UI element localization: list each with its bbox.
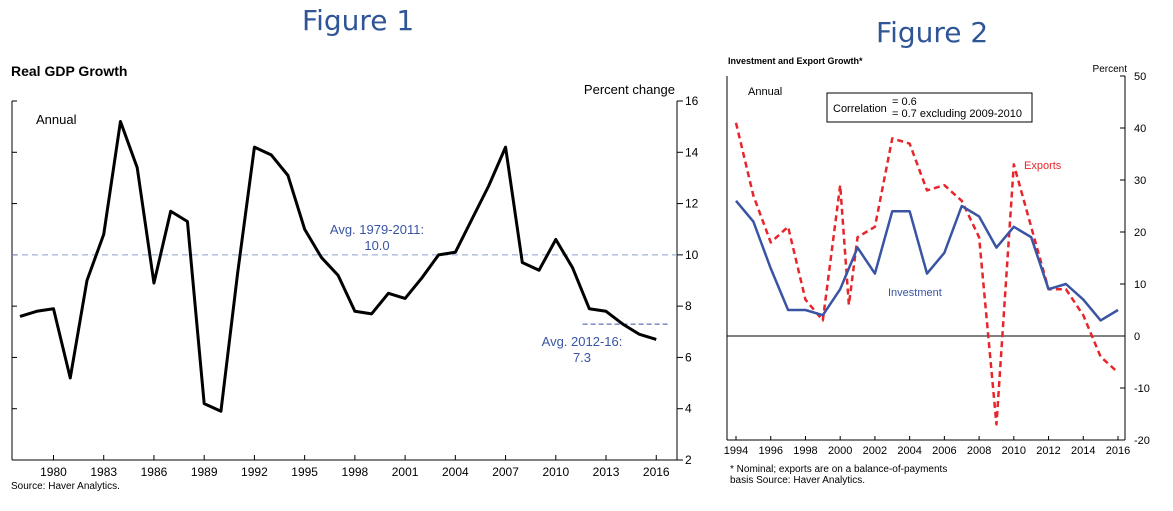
gdp-y-axis-label: Percent change	[584, 82, 675, 97]
gdp-chart-source: Source: Haver Analytics.	[11, 481, 120, 492]
investment-y-tick-label: -20	[1134, 435, 1150, 447]
gdp-average-2012-16-label: Avg. 2012-16:	[542, 334, 623, 349]
investment-x-tick-label: 2006	[932, 445, 956, 457]
gdp-x-tick-label: 2001	[392, 465, 419, 479]
investment-y-axis-label: Percent	[1093, 64, 1128, 75]
investment-frequency-label: Annual	[748, 86, 782, 98]
correlation-excluding-value: = 0.7 excluding 2009-2010	[892, 108, 1022, 120]
gdp-x-tick-label: 2016	[643, 465, 670, 479]
gdp-x-tick-label: 1992	[241, 465, 268, 479]
investment-x-tick-label: 2008	[967, 445, 991, 457]
gdp-average-1979-2011-value: 10.0	[364, 238, 389, 253]
figure-1-label: Figure 1	[302, 4, 415, 37]
investment-x-tick-label: 2016	[1106, 445, 1130, 457]
investment-y-tick-label: 0	[1134, 331, 1140, 343]
investment-y-tick-label: 20	[1134, 227, 1146, 239]
investment-x-tick-label: 2014	[1071, 445, 1095, 457]
gdp-y-tick-label: 10	[685, 248, 699, 262]
investment-y-tick-label: -10	[1134, 383, 1150, 395]
investment-x-tick-label: 2000	[828, 445, 852, 457]
investment-x-tick-label: 2004	[897, 445, 921, 457]
investment-x-tick-label: 2002	[863, 445, 887, 457]
correlation-label: Correlation	[833, 103, 887, 115]
investment-x-tick-label: 2010	[1002, 445, 1026, 457]
figure-2-label: Figure 2	[876, 16, 989, 49]
investment-series-line	[735, 199, 1119, 322]
investment-export-chart-title: Investment and Export Growth*	[728, 56, 863, 66]
investment-export-chart-note: * Nominal; exports are on a balance-of-p…	[730, 464, 948, 486]
gdp-x-tick-label: 1983	[90, 465, 117, 479]
gdp-x-tick-label: 2010	[542, 465, 569, 479]
investment-y-tick-label: 30	[1134, 175, 1146, 187]
investment-y-tick-label: 40	[1134, 123, 1146, 135]
gdp-y-tick-label: 6	[685, 350, 692, 364]
investment-y-tick-label: 50	[1134, 71, 1146, 83]
gdp-x-tick-label: 1980	[40, 465, 67, 479]
gdp-y-tick-label: 4	[685, 402, 692, 416]
gdp-x-tick-label: 1998	[342, 465, 369, 479]
gdp-average-1979-2011-label: Avg. 1979-2011:	[330, 222, 424, 237]
gdp-x-tick-label: 2004	[442, 465, 469, 479]
investment-series-label: Investment	[888, 287, 942, 299]
gdp-y-tick-label: 12	[685, 197, 699, 211]
gdp-x-tick-label: 2007	[492, 465, 519, 479]
gdp-x-tick-label: 1995	[291, 465, 318, 479]
correlation-box	[826, 92, 1033, 123]
investment-y-tick-label: 10	[1134, 279, 1146, 291]
gdp-y-tick-label: 8	[685, 299, 692, 313]
investment-x-tick-label: 1998	[793, 445, 817, 457]
investment-x-tick-label: 1994	[724, 445, 748, 457]
gdp-x-tick-label: 2013	[593, 465, 620, 479]
exports-series-label: Exports	[1024, 160, 1062, 172]
gdp-x-tick-label: 1986	[141, 465, 168, 479]
gdp-frequency-label: Annual	[36, 112, 77, 127]
gdp-y-tick-label: 16	[685, 94, 699, 108]
investment-x-tick-label: 1996	[758, 445, 782, 457]
gdp-x-tick-label: 1989	[191, 465, 218, 479]
gdp-chart-title: Real GDP Growth	[11, 63, 128, 79]
gdp-growth-line	[19, 120, 657, 413]
gdp-average-2012-16-value: 7.3	[573, 350, 591, 365]
gdp-y-tick-label: 14	[685, 145, 699, 159]
correlation-value: = 0.6	[892, 96, 917, 108]
investment-x-tick-label: 2012	[1036, 445, 1060, 457]
gdp-y-tick-label: 2	[685, 453, 692, 467]
